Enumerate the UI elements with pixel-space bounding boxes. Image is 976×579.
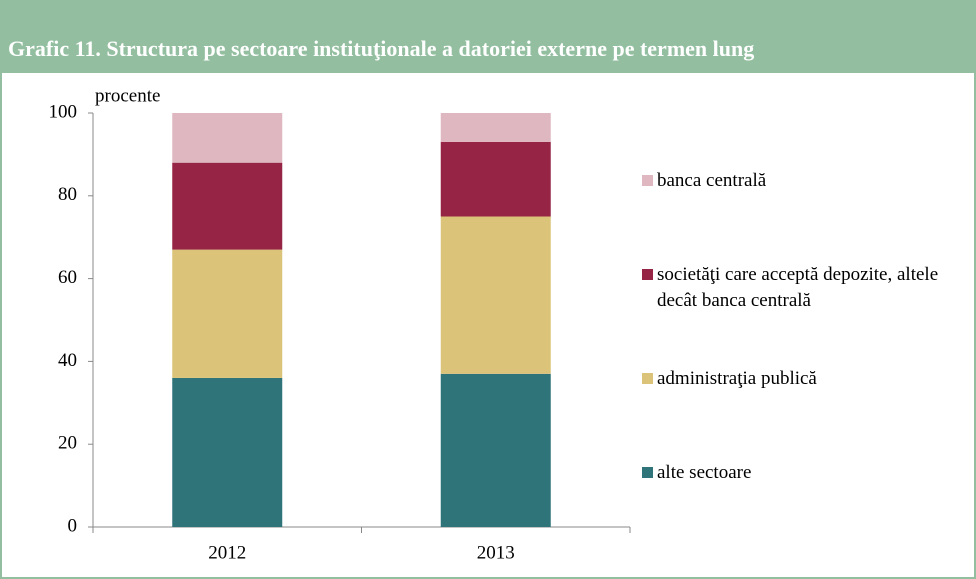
legend-label: banca centrală: [657, 170, 767, 191]
bar-segment: [172, 113, 283, 163]
legend-item: banca centrală: [642, 168, 967, 194]
y-tick-label: 20: [58, 433, 77, 454]
frame: [0, 71, 976, 579]
legend-item: alte sectoare: [642, 460, 967, 486]
legend-swatch: [642, 269, 653, 280]
legend-swatch: [642, 467, 653, 478]
x-tick-label: 2013: [477, 542, 515, 563]
legend-item: administraţia publică: [642, 366, 967, 392]
y-tick-label: 40: [58, 350, 77, 371]
bar-segment: [440, 141, 551, 217]
x-tick-label: 2012: [208, 542, 246, 563]
y-tick-label: 80: [58, 184, 77, 205]
bar-segment: [172, 249, 283, 378]
legend-swatch: [642, 175, 653, 186]
chart-title: Grafic 11. Structura pe sectoare institu…: [8, 36, 755, 61]
legend-label: alte sectoare: [657, 462, 752, 483]
y-tick-label: 0: [68, 515, 78, 536]
y-tick-label: 100: [49, 101, 78, 122]
bar-segment: [440, 113, 551, 142]
y-axis-label: procente: [95, 85, 160, 106]
header: Grafic 11. Structura pe sectoare institu…: [0, 0, 976, 72]
legend-swatch: [642, 373, 653, 384]
bar-segment: [440, 373, 551, 527]
legend-label: administraţia publică: [657, 368, 817, 389]
y-tick-label: 60: [58, 267, 77, 288]
legend-item: societăţi care acceptă depozite, altele …: [642, 262, 967, 314]
legend-label: societăţi care acceptă depozite, altele …: [657, 264, 939, 311]
bar-segment: [172, 377, 283, 527]
bar-segment: [172, 162, 283, 250]
bar-segment: [440, 216, 551, 374]
